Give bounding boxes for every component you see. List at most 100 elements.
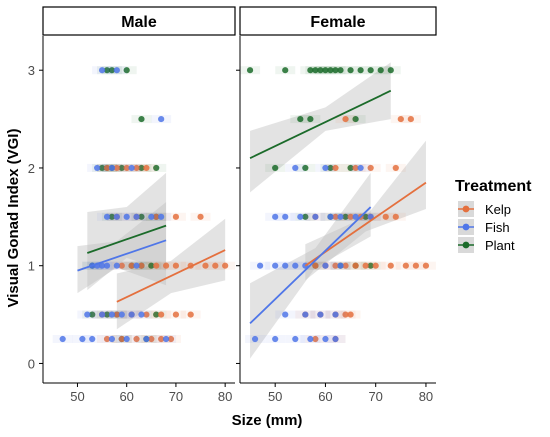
data-point-plant xyxy=(302,213,309,220)
data-point-kelp xyxy=(352,262,359,269)
data-point-plant xyxy=(347,67,354,74)
data-point-fish xyxy=(332,311,339,318)
data-point-fish xyxy=(357,164,364,172)
data-point-fish xyxy=(103,262,111,269)
data-point-kelp xyxy=(158,311,165,318)
data-point-fish xyxy=(352,213,359,220)
data-point-kelp xyxy=(342,262,349,269)
x-tick-label: 80 xyxy=(218,389,232,404)
data-point-plant xyxy=(327,164,334,172)
data-point-fish xyxy=(307,335,314,343)
data-point-fish xyxy=(113,67,120,74)
data-point-plant xyxy=(103,311,111,318)
facet-panel-male xyxy=(52,66,236,344)
data-point-kelp xyxy=(332,262,339,269)
data-point-kelp xyxy=(312,335,319,343)
data-point-plant xyxy=(98,164,106,172)
data-point-kelp xyxy=(103,335,111,343)
data-point-kelp xyxy=(143,311,150,318)
facet-strip-label: Male xyxy=(121,14,157,31)
data-point-kelp xyxy=(312,262,319,269)
data-point-kelp xyxy=(167,335,175,343)
data-point-plant xyxy=(307,115,314,123)
data-point-kelp xyxy=(187,311,194,318)
data-point-plant xyxy=(103,67,111,74)
data-point-fish xyxy=(94,164,101,172)
data-point-plant xyxy=(342,213,349,220)
data-point-fish xyxy=(302,311,309,318)
data-point-fish xyxy=(322,335,329,343)
data-point-kelp xyxy=(382,213,389,220)
data-point-fish xyxy=(297,213,304,220)
y-tick-label: 0 xyxy=(28,356,35,371)
data-point-plant xyxy=(108,213,116,220)
data-point-plant xyxy=(272,164,279,172)
data-point-fish xyxy=(317,311,324,318)
data-point-kelp xyxy=(387,262,394,269)
data-point-fish xyxy=(251,335,259,343)
data-point-fish xyxy=(113,262,120,269)
data-point-plant xyxy=(332,67,339,74)
data-point-fish xyxy=(322,164,329,172)
data-point-fish xyxy=(148,213,155,220)
data-point-fish xyxy=(162,335,170,343)
trend-line-plant xyxy=(249,89,392,159)
data-point-fish xyxy=(89,335,96,343)
data-point-plant xyxy=(307,67,314,74)
data-point-kelp xyxy=(113,164,120,172)
data-point-kelp xyxy=(172,262,180,269)
data-point-kelp xyxy=(172,311,180,318)
data-point-kelp xyxy=(392,164,399,172)
data-point-plant xyxy=(123,67,130,74)
data-point-plant xyxy=(317,67,324,74)
data-point-kelp xyxy=(202,262,209,269)
data-point-kelp xyxy=(352,164,359,172)
data-point-kelp xyxy=(153,213,160,220)
data-point-fish xyxy=(79,335,86,343)
data-point-kelp xyxy=(412,262,419,269)
data-point-fish xyxy=(128,164,135,172)
data-point-fish xyxy=(312,213,319,220)
data-point-fish xyxy=(282,262,289,269)
data-point-kelp xyxy=(332,213,339,220)
x-tick-label: 70 xyxy=(368,389,382,404)
data-point-plant xyxy=(153,164,160,172)
data-point-fish xyxy=(133,213,140,220)
facet-strip-label: Female xyxy=(310,14,365,31)
legend-title: Treatment xyxy=(455,178,532,195)
data-point-plant xyxy=(302,164,309,172)
data-point-plant xyxy=(246,67,254,74)
data-point-kelp xyxy=(407,115,414,123)
data-point-kelp xyxy=(148,335,155,343)
facet-panels: Male Female xyxy=(42,6,437,359)
data-point-plant xyxy=(108,67,116,74)
data-point-kelp xyxy=(172,213,180,220)
y-tick-label: 2 xyxy=(28,161,35,176)
y-axis-label: Visual Gonad Index (VGI) xyxy=(5,129,22,308)
data-point-plant xyxy=(347,164,354,172)
data-point-fish xyxy=(138,311,145,318)
facet-panel-female xyxy=(240,62,436,359)
legend-entry-kelp: Kelp xyxy=(485,202,511,217)
data-point-plant xyxy=(327,67,334,74)
data-point-kelp xyxy=(212,262,219,269)
data-point-kelp xyxy=(422,262,430,269)
data-point-kelp xyxy=(342,115,349,123)
facet-strip xyxy=(42,6,236,36)
data-point-plant xyxy=(118,164,125,172)
data-point-kelp xyxy=(402,262,409,269)
data-point-kelp xyxy=(113,311,120,318)
confidence-band-kelp xyxy=(116,218,226,330)
confidence-band-plant xyxy=(250,62,391,193)
legend-key-dot xyxy=(462,241,470,249)
data-point-fish xyxy=(272,335,279,343)
data-point-plant xyxy=(367,262,374,269)
data-point-fish xyxy=(158,213,165,220)
x-tick-label: 80 xyxy=(419,389,433,404)
confidence-band-fish xyxy=(77,202,167,294)
data-point-kelp xyxy=(372,262,379,269)
data-point-kelp xyxy=(342,311,349,318)
data-point-fish xyxy=(367,213,374,220)
data-point-fish xyxy=(282,213,289,220)
